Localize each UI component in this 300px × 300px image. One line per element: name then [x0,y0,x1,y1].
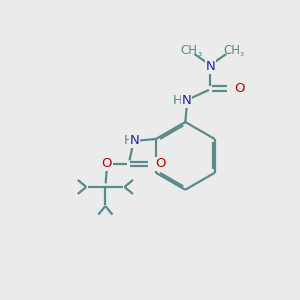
Text: ₃: ₃ [240,48,244,58]
Text: ₃: ₃ [197,48,202,58]
Text: O: O [102,158,112,170]
Text: N: N [206,60,215,73]
Text: CH: CH [181,44,198,57]
Text: N: N [182,94,192,107]
Text: H: H [173,94,183,107]
Text: O: O [234,82,244,95]
Text: O: O [155,158,165,170]
Text: N: N [130,134,140,147]
Text: H: H [123,134,133,147]
Text: CH: CH [223,44,240,57]
